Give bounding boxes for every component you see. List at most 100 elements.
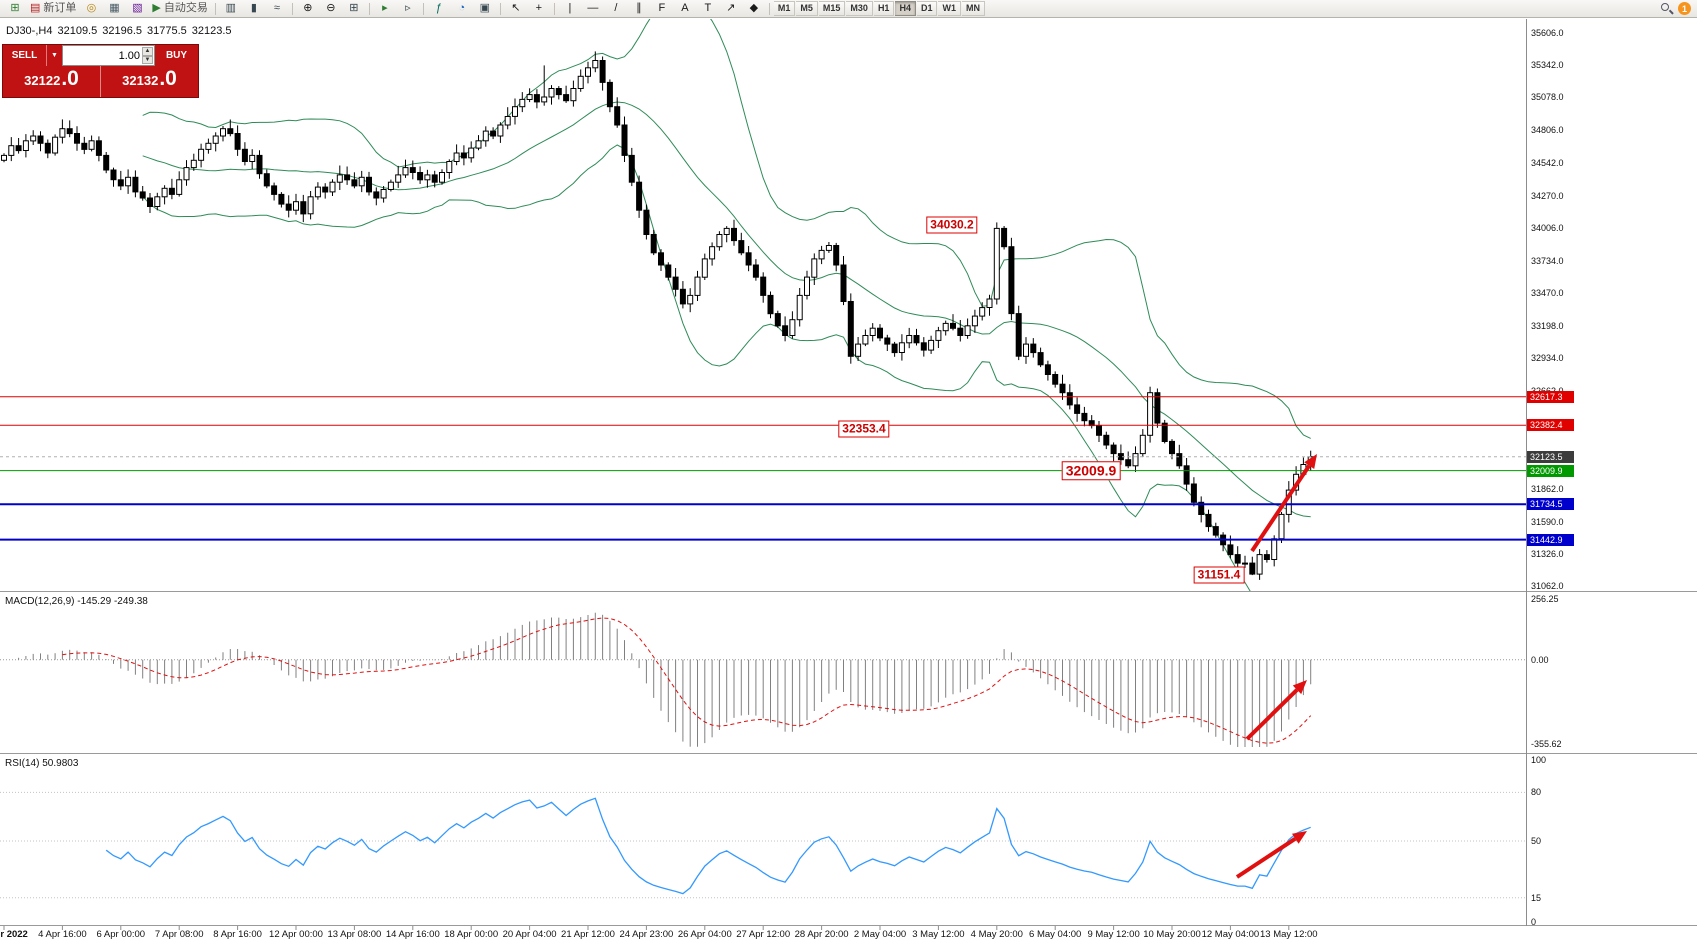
time-axis-label: 1 Apr 2022 [0, 929, 28, 940]
timeframe-m1[interactable]: M1 [773, 1, 796, 16]
fibonacci-tool[interactable]: F [651, 0, 673, 17]
time-axis-label: 21 Apr 12:00 [561, 929, 615, 940]
sell-price[interactable]: 32122 .0 [3, 66, 101, 97]
auto-scroll-icon-icon: ▸ [382, 2, 388, 14]
macd-indicator-label: MACD(12,26,9) -145.29 -249.38 [5, 596, 148, 607]
zoom-in-button[interactable]: ⊕ [297, 0, 319, 17]
timeframe-m5[interactable]: M5 [796, 1, 818, 16]
notifications-badge[interactable]: 1 [1678, 2, 1691, 15]
timeframe-h1[interactable]: H1 [873, 1, 895, 16]
text-tool[interactable]: A [674, 0, 696, 17]
macd-axis-label: 256.25 [1531, 594, 1559, 604]
timeframe-mn[interactable]: MN [961, 1, 985, 16]
toolbar-separator [214, 2, 216, 15]
arrows-tool[interactable]: ↗ [720, 0, 742, 17]
price-axis-label: 33734.0 [1531, 255, 1564, 266]
timeframe-h4[interactable]: H4 [895, 1, 916, 16]
volume-decrease-button[interactable]: ▼ [142, 55, 153, 64]
trend-arrows[interactable] [1235, 454, 1317, 879]
fibonacci-icon: F [658, 2, 666, 14]
candlesticks [1, 51, 1314, 580]
time-axis-label: 8 Apr 16:00 [213, 929, 262, 940]
price-level-badge[interactable]: 32382.4 [1527, 419, 1574, 432]
trendline-tool[interactable]: / [605, 0, 627, 17]
search-icon[interactable] [1660, 2, 1673, 15]
market-watch-icon[interactable]: ▧ [126, 0, 148, 17]
shapes-icon: ◆ [749, 2, 759, 14]
timeframe-d1[interactable]: D1 [916, 1, 938, 16]
price-level-badge[interactable]: 32617.3 [1527, 390, 1574, 403]
rsi-axis-label: 50 [1531, 836, 1542, 846]
volume-stepper: ▲ ▼ [142, 47, 153, 64]
new-chart-icon: ⊞ [10, 2, 20, 14]
horizontal-line-tool[interactable]: — [582, 0, 604, 17]
tile-windows-icon[interactable]: ⊞ [343, 0, 365, 17]
panel-splitter-rsi[interactable] [0, 751, 1697, 756]
price-annotation[interactable]: 31151.4 [1193, 566, 1245, 584]
shapes-tool[interactable]: ◆ [743, 0, 765, 17]
toolbar-separator [291, 2, 293, 15]
timeframe-m15[interactable]: M15 [818, 1, 846, 16]
chart-ohlc-header: DJ30-,H4 32109.5 32196.5 31775.5 32123.5 [6, 25, 237, 37]
line-chart-icon[interactable]: ≈ [266, 0, 288, 17]
print-icon[interactable]: ▦ [103, 0, 125, 17]
toolbar-right-group: 1 [1660, 2, 1693, 15]
price-level-badge[interactable]: 31734.5 [1527, 498, 1574, 511]
rsi-axis-label: 0 [1531, 917, 1537, 927]
price-axis-label: 31862.0 [1531, 483, 1564, 494]
low-value: 31775.5 [147, 25, 187, 37]
templates-button[interactable]: ▣ [474, 0, 496, 17]
cursor-tool[interactable]: ↖ [505, 0, 527, 17]
new-order-button[interactable]: ▤ 新订单 [27, 0, 79, 17]
price-annotation[interactable]: 32353.4 [838, 420, 890, 438]
tile-windows-icon-icon: ⊞ [349, 2, 359, 14]
cursor-icon: ↖ [511, 2, 521, 14]
panel-splitter-macd[interactable] [0, 589, 1697, 594]
macd-axis-label: 0.00 [1531, 654, 1549, 665]
vertical-line-tool[interactable]: | [559, 0, 581, 17]
main-chart-plot[interactable] [0, 0, 1526, 613]
crosshair-icon: + [535, 2, 543, 14]
new-order-icon: ▤ [30, 2, 41, 14]
timeframe-m30[interactable]: M30 [846, 1, 873, 16]
toolbar-separator [553, 2, 555, 15]
timeframe-w1[interactable]: W1 [938, 1, 961, 16]
new-chart-button[interactable]: ⊞ [4, 0, 26, 17]
volume-input[interactable]: 1.00 ▲ ▼ [62, 45, 155, 66]
time-axis-label: 13 May 12:00 [1260, 929, 1318, 940]
horizontal-level-lines[interactable] [0, 396, 1526, 541]
volume-increase-button[interactable]: ▲ [142, 47, 153, 56]
buy-price[interactable]: 32132 .0 [101, 66, 198, 97]
periods-button[interactable]: ◔ [451, 0, 473, 17]
arrows-icon: ↗ [726, 2, 736, 14]
horizontal-line-icon: — [587, 2, 599, 14]
zoom-out-button[interactable]: ⊖ [320, 0, 342, 17]
buy-button[interactable]: BUY [155, 45, 198, 66]
price-annotation[interactable]: 32009.9 [1061, 460, 1121, 481]
label-tool[interactable]: T [697, 0, 719, 17]
periods-icon: ◔ [458, 2, 466, 14]
crosshair-tool[interactable]: + [528, 0, 550, 17]
chart-shift-icon[interactable]: ▹ [397, 0, 419, 17]
macd-histogram [18, 612, 1312, 747]
bar-chart-icon[interactable]: ▥ [220, 0, 242, 17]
sell-price-decimal: .0 [61, 67, 79, 90]
price-level-badge[interactable]: 32009.9 [1527, 464, 1574, 477]
compass-icon[interactable]: ◎ [80, 0, 102, 17]
channel-tool[interactable]: ∥ [628, 0, 650, 17]
price-level-badge[interactable]: 31442.9 [1527, 533, 1574, 546]
chart-shift-icon-icon: ▹ [405, 2, 411, 14]
order-options-dropdown[interactable]: ▼ [46, 45, 62, 66]
candlestick-chart-icon[interactable]: ▮ [243, 0, 265, 17]
price-axis-label: 33198.0 [1531, 321, 1564, 332]
time-axis-label: 2 May 04:00 [853, 929, 907, 940]
auto-trading-button[interactable]: ▶ 自动交易 [149, 0, 210, 17]
sell-button[interactable]: SELL [3, 45, 46, 66]
toolbar-separator [499, 2, 501, 15]
indicators-button[interactable]: ƒ [428, 0, 450, 17]
symbol-period-label: DJ30-,H4 [6, 25, 53, 37]
bollinger-bands [142, 19, 1311, 591]
auto-scroll-icon[interactable]: ▸ [374, 0, 396, 17]
price-annotation[interactable]: 34030.2 [926, 216, 978, 234]
